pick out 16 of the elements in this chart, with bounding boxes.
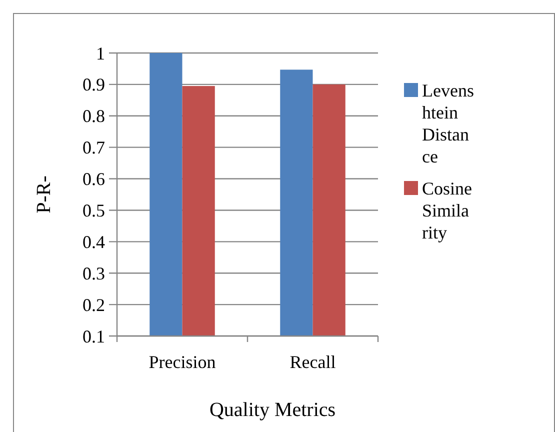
y-tick-label: 1 (96, 43, 105, 64)
y-tick-label: 0.3 (82, 263, 105, 284)
y-tick-label: 0.1 (82, 326, 105, 346)
y-tick-label: 0.9 (82, 74, 105, 95)
y-tick-label: 0.4 (82, 232, 105, 252)
y-tick-label: 0.2 (82, 294, 105, 315)
y-tick-label: 0.5 (82, 200, 105, 221)
x-tick-label: Recall (290, 352, 336, 372)
x-tick-label: Precision (148, 352, 216, 372)
legend-label: Levenshtein Distance (422, 80, 474, 166)
legend-label: Cosine Similarity (422, 178, 472, 242)
x-axis-title: Quality Metrics (209, 399, 336, 421)
y-tick-label: 0.7 (82, 138, 105, 158)
y-tick-label: 0.6 (82, 169, 105, 190)
y-axis-title: P-R- (33, 176, 55, 214)
y-tick-label: 0.8 (82, 106, 105, 126)
